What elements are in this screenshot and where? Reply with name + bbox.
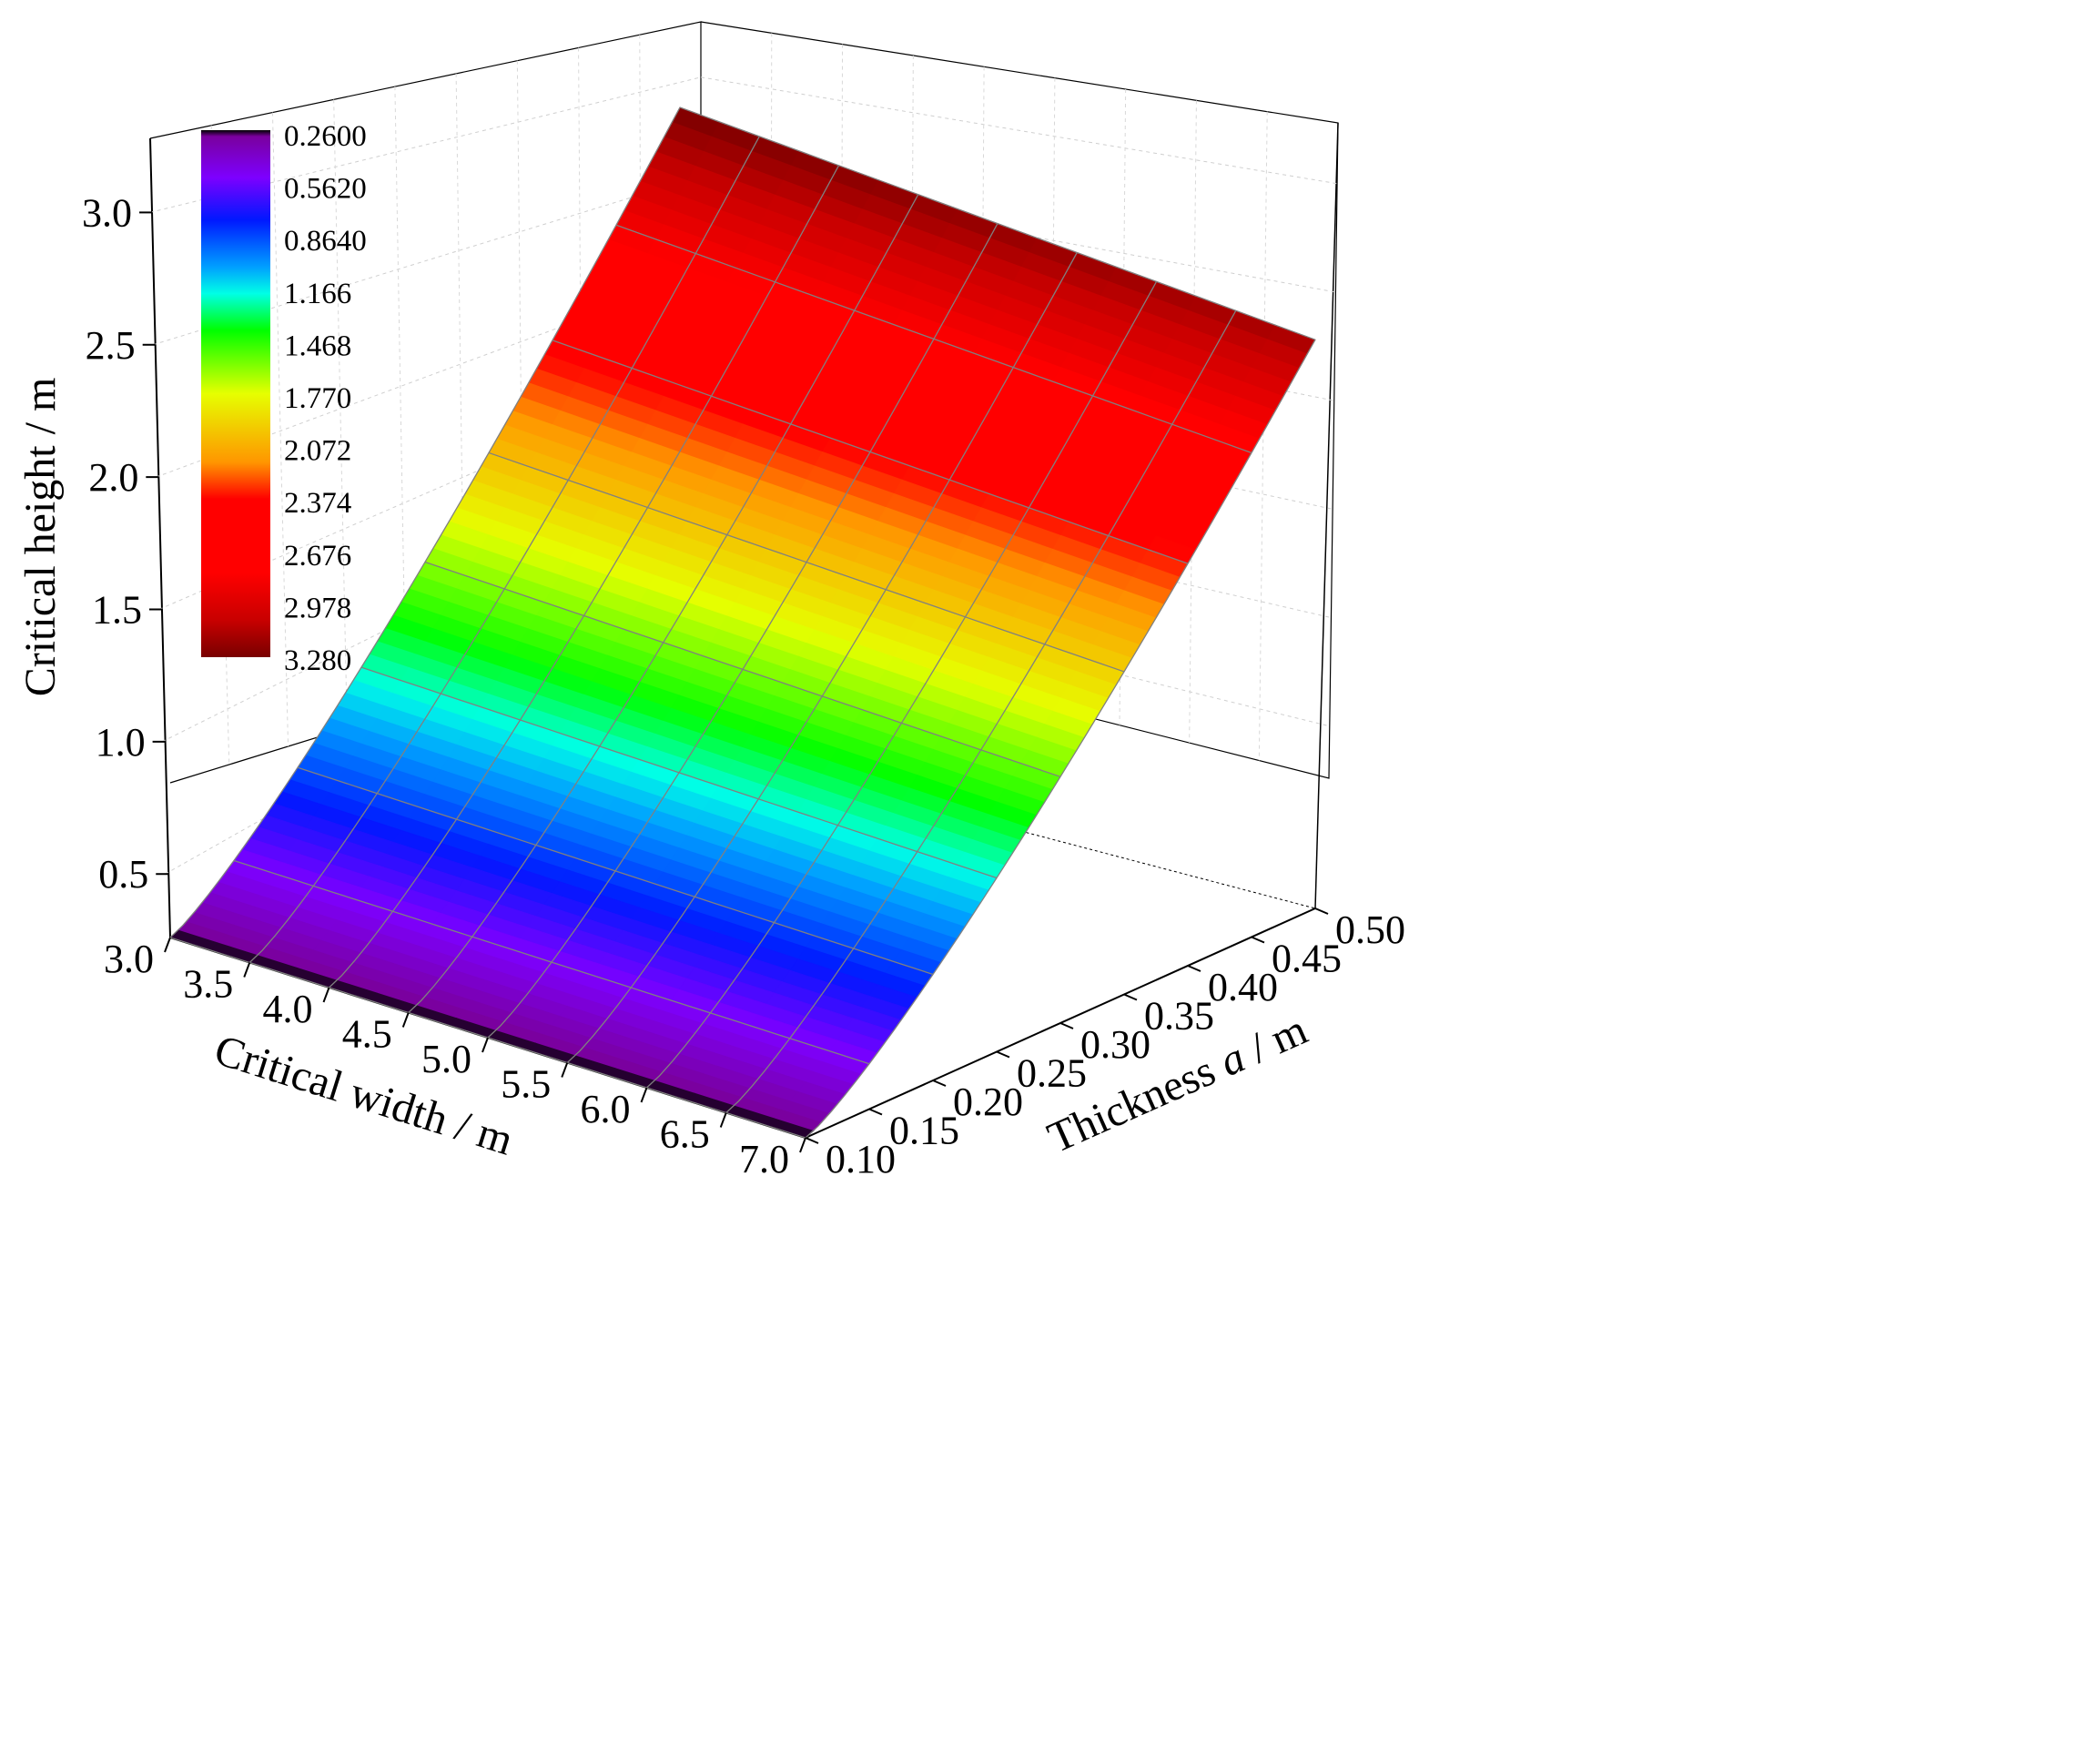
y-tick-mark	[932, 1080, 947, 1087]
colorbar-label: 2.676	[284, 540, 351, 573]
x-tick-label: 7.0	[739, 1137, 789, 1181]
y-tick-mark	[1123, 993, 1138, 1001]
mesh-line-thickness	[488, 451, 1125, 673]
wall-gridline	[455, 73, 466, 693]
x-tick-mark	[640, 1087, 648, 1103]
z-tick-label: 3.0	[82, 190, 132, 235]
mesh-line-thickness	[424, 561, 1061, 777]
y-tick-mark	[1314, 907, 1329, 915]
mesh-line-thickness	[297, 766, 934, 976]
colorbar-label: 2.978	[284, 592, 351, 624]
z-tick-label: 1.5	[92, 587, 142, 632]
y-tick-label: 0.30	[1080, 1022, 1151, 1067]
y-tick-label: 0.45	[1272, 937, 1342, 981]
right-vertical-edge	[1314, 122, 1339, 909]
y-tick-mark	[1059, 1022, 1074, 1029]
surface-chart: 0.5 1.0 1.5 2.0 2.5 3.0 3.0 3.5 4.0 4.5 5.0 5.5 6.0…	[16, 21, 1405, 1181]
x-tick-label: 5.5	[501, 1062, 551, 1107]
x-tick-label: 4.5	[342, 1012, 392, 1057]
y-axis-ticks: 0.100.150.200.250.300.350.400.450.50	[805, 907, 1405, 1181]
x-axis-ticks: 3.0 3.5 4.0 4.5 5.0 5.5 6.0 6.5 7.0	[104, 937, 806, 1181]
x-tick-mark	[322, 987, 330, 1003]
x-tick-mark	[799, 1137, 806, 1153]
z-tick-label: 2.0	[88, 455, 138, 500]
colorbar-legend: 0.2600 0.5620 0.8640 1.166 1.468 1.770 2.072 2.…	[201, 120, 367, 677]
surface-mesh	[169, 106, 1316, 1139]
y-tick-mark	[868, 1108, 883, 1116]
y-tick-label: 0.35	[1144, 994, 1214, 1039]
y-tick-label: 0.40	[1208, 965, 1278, 1009]
y-tick-mark	[1251, 936, 1265, 944]
x-tick-label: 3.5	[183, 962, 233, 1007]
y-tick-label: 0.15	[889, 1109, 959, 1153]
x-tick-mark	[561, 1062, 569, 1078]
wall-gridline	[1258, 111, 1268, 761]
mesh-line-thickness	[552, 340, 1189, 564]
colorbar-label: 0.8640	[284, 225, 367, 258]
x-tick-label: 4.0	[263, 987, 313, 1031]
y-tick-mark	[805, 1137, 819, 1144]
mesh-line-thickness	[360, 666, 998, 879]
colorbar-labels: 0.2600 0.5620 0.8640 1.166 1.468 1.770 2.072 2.…	[284, 120, 367, 677]
x-tick-mark	[481, 1037, 489, 1053]
wall-gridline	[700, 76, 1338, 185]
z-tick-label: 1.0	[96, 720, 146, 765]
colorbar-label: 3.280	[284, 644, 351, 677]
mesh-line-thickness	[615, 224, 1252, 454]
colorbar-label: 1.770	[284, 382, 351, 415]
z-tick-label: 0.5	[98, 852, 148, 897]
x-tick-mark	[401, 1012, 410, 1028]
z-axis-ticks: 0.5 1.0 1.5 2.0 2.5 3.0	[82, 190, 169, 897]
z-tick-label: 2.5	[86, 323, 136, 368]
y-tick-mark	[1187, 965, 1201, 972]
x-tick-mark	[243, 962, 251, 978]
colorbar-label: 0.2600	[284, 120, 367, 153]
back-floor-line	[1009, 827, 1316, 909]
y-tick-label: 0.10	[826, 1137, 896, 1181]
colorbar-label: 1.166	[284, 278, 351, 310]
surface-gridlines	[169, 106, 1316, 1139]
y-tick-label: 0.20	[953, 1080, 1023, 1124]
mesh-line-thickness	[679, 106, 1316, 340]
colorbar-label: 2.072	[284, 435, 351, 468]
wall-gridline	[210, 125, 230, 765]
y-tick-label: 0.50	[1335, 907, 1405, 952]
colorbar-label: 2.374	[284, 487, 351, 520]
x-tick-label: 3.0	[104, 937, 154, 981]
wall-gridline	[333, 99, 348, 729]
colorbar-gradient	[201, 130, 270, 657]
colorbar-label: 0.5620	[284, 173, 367, 206]
x-tick-mark	[719, 1112, 727, 1128]
y-tick-label: 0.25	[1017, 1051, 1087, 1096]
colorbar-label: 1.468	[284, 329, 351, 362]
x-tick-label: 6.5	[660, 1112, 710, 1157]
z-axis-title: Critical height / m	[16, 378, 65, 697]
mesh-line-thickness	[233, 859, 870, 1065]
z-axis-line	[149, 137, 171, 938]
x-tick-label: 6.0	[581, 1087, 631, 1131]
x-tick-label: 5.0	[421, 1037, 471, 1081]
x-tick-mark	[164, 937, 171, 953]
y-tick-mark	[996, 1050, 1010, 1059]
